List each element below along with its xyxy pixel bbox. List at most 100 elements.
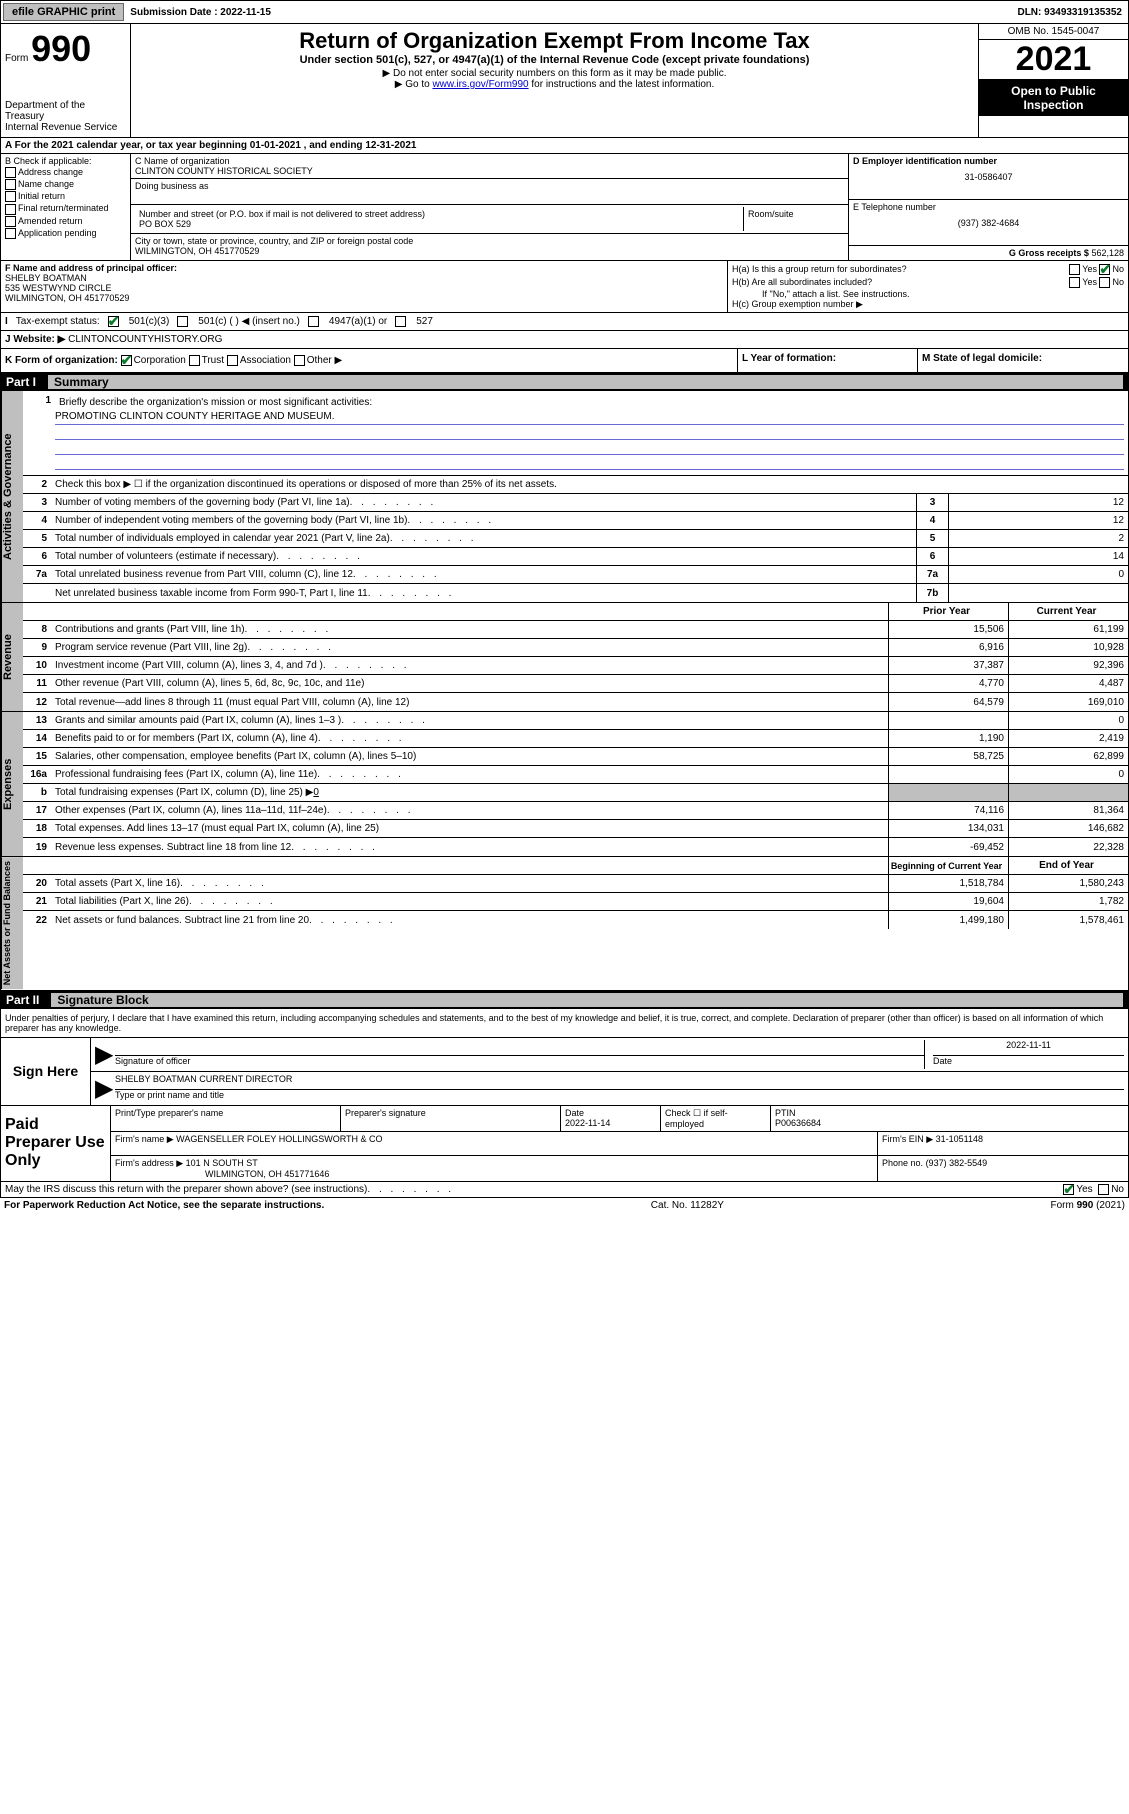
l11-curr: 4,487 [1008,675,1128,692]
l10-text: Investment income (Part VIII, column (A)… [51,658,888,673]
side-net-assets: Net Assets or Fund Balances [1,857,23,989]
chk-trust[interactable] [189,355,200,366]
city-label: City or town, state or province, country… [135,236,844,246]
ha-no[interactable] [1099,264,1110,275]
l15-prior: 58,725 [888,748,1008,765]
principal-officer: F Name and address of principal officer:… [1,261,728,312]
dba-label: Doing business as [135,181,844,191]
prep-self-emp[interactable]: Check ☐ if self-employed [661,1106,771,1131]
ptin-value: P00636684 [775,1118,821,1128]
chk-corporation[interactable] [121,355,132,366]
chk-501c3[interactable] [108,316,119,327]
chk-final-return[interactable]: Final return/terminated [5,203,126,214]
governance-section: Activities & Governance 1Briefly describ… [0,391,1129,603]
dln-number: DLN: 93493319135352 [1011,7,1128,18]
ein-label: D Employer identification number [853,156,997,166]
firm-addr1: 101 N SOUTH ST [186,1158,258,1168]
l6-val: 14 [948,548,1128,565]
officer-signature-line[interactable] [115,1040,924,1056]
dept-treasury: Department of the Treasury [5,100,126,122]
perjury-declaration: Under penalties of perjury, I declare th… [0,1009,1129,1038]
chk-name-change[interactable]: Name change [5,179,126,190]
l22-prior: 1,499,180 [888,911,1008,929]
sign-block: Sign Here ▶ Signature of officer 2022-11… [0,1038,1129,1106]
ein-value: 31-0586407 [853,172,1124,182]
officer-addr1: 535 WESTWYND CIRCLE [5,283,723,293]
l16b-grey2 [1008,784,1128,801]
sign-date: 2022-11-11 [933,1040,1124,1056]
l8-text: Contributions and grants (Part VIII, lin… [51,622,888,637]
efile-print-button[interactable]: efile GRAPHIC print [3,3,124,21]
header-center: Return of Organization Exempt From Incom… [131,24,978,137]
preparer-label: Paid Preparer Use Only [1,1106,111,1181]
l4-val: 12 [948,512,1128,529]
irs-link[interactable]: www.irs.gov/Form990 [432,79,528,90]
l16b-text: Total fundraising expenses (Part IX, col… [51,785,888,800]
l14-text: Benefits paid to or for members (Part IX… [51,731,888,746]
l20-curr: 1,580,243 [1008,875,1128,892]
l7b-val [948,584,1128,602]
city-value: WILMINGTON, OH 451770529 [135,246,844,256]
l15-curr: 62,899 [1008,748,1128,765]
hb-label: H(b) Are all subordinates included? [732,277,872,288]
hb-yes[interactable] [1069,277,1080,288]
discuss-no[interactable] [1098,1184,1109,1195]
col-b-header: B Check if applicable: [5,156,126,166]
open-public-badge: Open to Public Inspection [979,80,1128,116]
expenses-section: Expenses 13Grants and similar amounts pa… [0,712,1129,857]
form-title: Return of Organization Exempt From Incom… [139,28,970,54]
sign-arrow-icon: ▶ [95,1074,115,1103]
sign-date-label: Date [933,1056,1124,1066]
chk-amended-return[interactable]: Amended return [5,216,126,227]
chk-527[interactable] [395,316,406,327]
room-suite-label: Room/suite [744,207,844,231]
l1-label: Briefly describe the organization's miss… [55,395,1124,410]
chk-501c-other[interactable] [177,316,188,327]
page-footer: For Paperwork Reduction Act Notice, see … [0,1198,1129,1213]
col-k: K Form of organization: Corporation Trus… [1,349,738,372]
firm-addr2: WILMINGTON, OH 451771646 [115,1169,873,1179]
l12-curr: 169,010 [1008,693,1128,711]
l17-text: Other expenses (Part IX, column (A), lin… [51,803,888,818]
l15-text: Salaries, other compensation, employee b… [51,749,888,764]
chk-application-pending[interactable]: Application pending [5,228,126,239]
tax-year: 2021 [979,40,1128,80]
l5-text: Total number of individuals employed in … [51,531,916,546]
sign-here-label: Sign Here [1,1038,91,1105]
form-ref: Form 990 (2021) [1051,1200,1125,1211]
submission-date: Submission Date : 2022-11-15 [126,7,275,18]
l8-prior: 15,506 [888,621,1008,638]
l22-text: Net assets or fund balances. Subtract li… [51,913,888,928]
l9-curr: 10,928 [1008,639,1128,656]
l3-text: Number of voting members of the governin… [51,495,916,510]
l21-text: Total liabilities (Part X, line 26) [51,894,888,909]
addr-label: Number and street (or P.O. box if mail i… [139,209,739,219]
form-word: Form [5,53,28,64]
chk-association[interactable] [227,355,238,366]
hdr-prior: Prior Year [888,603,1008,620]
prep-sig-label: Preparer's signature [341,1106,561,1131]
l16a-curr: 0 [1008,766,1128,783]
l19-prior: -69,452 [888,838,1008,856]
sign-arrow-icon: ▶ [95,1040,115,1069]
cat-no: Cat. No. 11282Y [651,1200,724,1211]
hb-no[interactable] [1099,277,1110,288]
l13-curr: 0 [1008,712,1128,729]
l8-curr: 61,199 [1008,621,1128,638]
prep-name-label: Print/Type preparer's name [111,1106,341,1131]
pra-notice: For Paperwork Reduction Act Notice, see … [4,1200,324,1211]
l16b-grey [888,784,1008,801]
chk-4947a1[interactable] [308,316,319,327]
firm-name: WAGENSELLER FOLEY HOLLINGSWORTH & CO [176,1134,382,1144]
chk-address-change[interactable]: Address change [5,167,126,178]
ha-yes[interactable] [1069,264,1080,275]
year-formation: L Year of formation: [738,349,918,372]
l7b-text: Net unrelated business taxable income fr… [51,586,916,601]
l6-text: Total number of volunteers (estimate if … [51,549,916,564]
l19-text: Revenue less expenses. Subtract line 18 … [51,840,888,855]
side-revenue: Revenue [1,603,23,711]
chk-initial-return[interactable]: Initial return [5,191,126,202]
l14-curr: 2,419 [1008,730,1128,747]
chk-other-org[interactable] [294,355,305,366]
discuss-yes[interactable] [1063,1184,1074,1195]
